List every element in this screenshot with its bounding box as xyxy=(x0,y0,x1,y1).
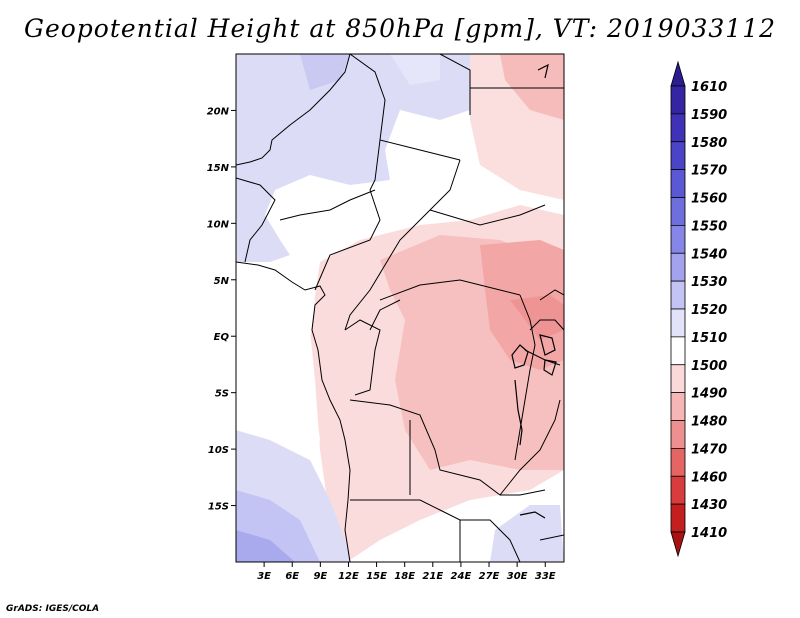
lon-tick: 12E xyxy=(338,562,359,582)
lat-tick: 20N xyxy=(207,106,236,117)
lon-tick: 30E xyxy=(507,562,528,582)
lon-tick: 18E xyxy=(394,562,415,582)
lon-tick-label: 15E xyxy=(366,571,387,582)
longitude-axis: 3E 6E 9E 12E 15E 18E 21E 24E 27E 30E 33E xyxy=(257,562,556,582)
lat-tick-label: 10S xyxy=(208,445,229,456)
lon-tick: 15E xyxy=(366,562,387,582)
height-field xyxy=(236,54,564,562)
colorbar-swatch xyxy=(670,475,686,505)
colorbar-swatch xyxy=(670,503,686,533)
lat-tick: 10N xyxy=(207,219,236,230)
colorbar-swatch xyxy=(670,280,686,310)
lat-tick-label: 15S xyxy=(208,502,229,513)
lat-tick: 5S xyxy=(215,389,236,400)
colorbar-label: 1610 xyxy=(691,80,727,95)
lon-tick: 6E xyxy=(285,562,299,582)
colorbar-label: 1560 xyxy=(691,192,727,207)
latitude-axis: 20N 15N 10N 5N EQ 5S 10S 15S xyxy=(207,106,236,513)
high-region-north xyxy=(236,54,470,262)
colorbar-label: 1520 xyxy=(691,303,727,318)
colorbar-label: 1410 xyxy=(691,526,727,541)
colorbar-swatch xyxy=(670,308,686,338)
colorbar-swatch xyxy=(670,252,686,282)
colorbar-swatch xyxy=(670,197,686,226)
lat-tick-label: 10N xyxy=(207,219,230,230)
colorbar-label: 1530 xyxy=(691,275,727,290)
lon-tick-label: 18E xyxy=(394,571,415,582)
colorbar-label: 1510 xyxy=(691,331,727,346)
lon-tick-label: 6E xyxy=(285,571,299,582)
colorbar-label: 1470 xyxy=(691,442,727,457)
colorbar-swatch xyxy=(670,169,686,198)
colorbar-swatch xyxy=(670,141,686,171)
lon-tick: 27E xyxy=(479,562,500,582)
lat-tick-label: 15N xyxy=(207,163,230,174)
colorbar-swatch xyxy=(670,85,686,115)
lon-tick: 9E xyxy=(313,562,327,582)
lat-tick-label: EQ xyxy=(214,332,230,343)
lat-tick: 10S xyxy=(208,445,236,456)
colorbar-label: 1550 xyxy=(691,219,727,234)
colorbar-swatch xyxy=(670,60,686,87)
coastlines-borders xyxy=(236,54,564,562)
lon-tick-label: 12E xyxy=(338,571,359,582)
colorbar-label: 1580 xyxy=(691,136,727,151)
colorbar-label: 1590 xyxy=(691,108,727,123)
lat-tick: EQ xyxy=(214,332,236,343)
lat-tick: 15S xyxy=(208,502,236,513)
west-africa-coast xyxy=(236,54,351,166)
colorbar-swatch xyxy=(670,420,686,449)
lon-tick: 21E xyxy=(422,562,443,582)
lon-tick: 33E xyxy=(535,562,556,582)
colorbar-swatch xyxy=(670,447,686,477)
colorbar-swatch xyxy=(670,531,686,558)
colorbar-label: 1570 xyxy=(691,164,727,179)
colorbar-label: 1460 xyxy=(691,470,727,485)
map-title: Geopotential Height at 850hPa [gpm], VT:… xyxy=(23,14,777,43)
colorbar-label: 1490 xyxy=(691,387,727,402)
lakes xyxy=(511,63,557,519)
lon-tick-label: 33E xyxy=(535,571,556,582)
lon-tick-label: 3E xyxy=(257,571,271,582)
lon-tick-label: 30E xyxy=(507,571,528,582)
colorbar-label: 1540 xyxy=(691,247,727,262)
colorbar-swatch xyxy=(670,336,686,366)
colorbar-label: 1430 xyxy=(691,498,727,513)
lon-tick-label: 9E xyxy=(313,571,327,582)
lat-tick: 5N xyxy=(214,276,236,287)
colorbar-swatch xyxy=(670,113,686,143)
map-frame xyxy=(235,53,565,563)
lat-tick: 15N xyxy=(207,163,236,174)
colorbar-swatch xyxy=(670,364,686,394)
lon-tick: 24E xyxy=(451,562,472,582)
lon-tick-label: 24E xyxy=(451,571,472,582)
lon-tick-label: 21E xyxy=(422,571,443,582)
footer-credit: GrADS: IGES/COLA xyxy=(6,604,100,614)
colorbar: 1610 1590 1580 1570 1560 1550 1540 1530 1520 1510… xyxy=(670,60,727,558)
lon-tick-label: 27E xyxy=(479,571,500,582)
colorbar-label: 1480 xyxy=(691,415,727,430)
colorbar-label: 1500 xyxy=(691,359,727,374)
lat-tick-label: 20N xyxy=(207,106,230,117)
lon-tick: 3E xyxy=(257,562,271,582)
colorbar-swatch xyxy=(670,392,686,421)
lat-tick-label: 5S xyxy=(215,389,229,400)
colorbar-swatch xyxy=(670,224,686,254)
lat-tick-label: 5N xyxy=(214,276,230,287)
